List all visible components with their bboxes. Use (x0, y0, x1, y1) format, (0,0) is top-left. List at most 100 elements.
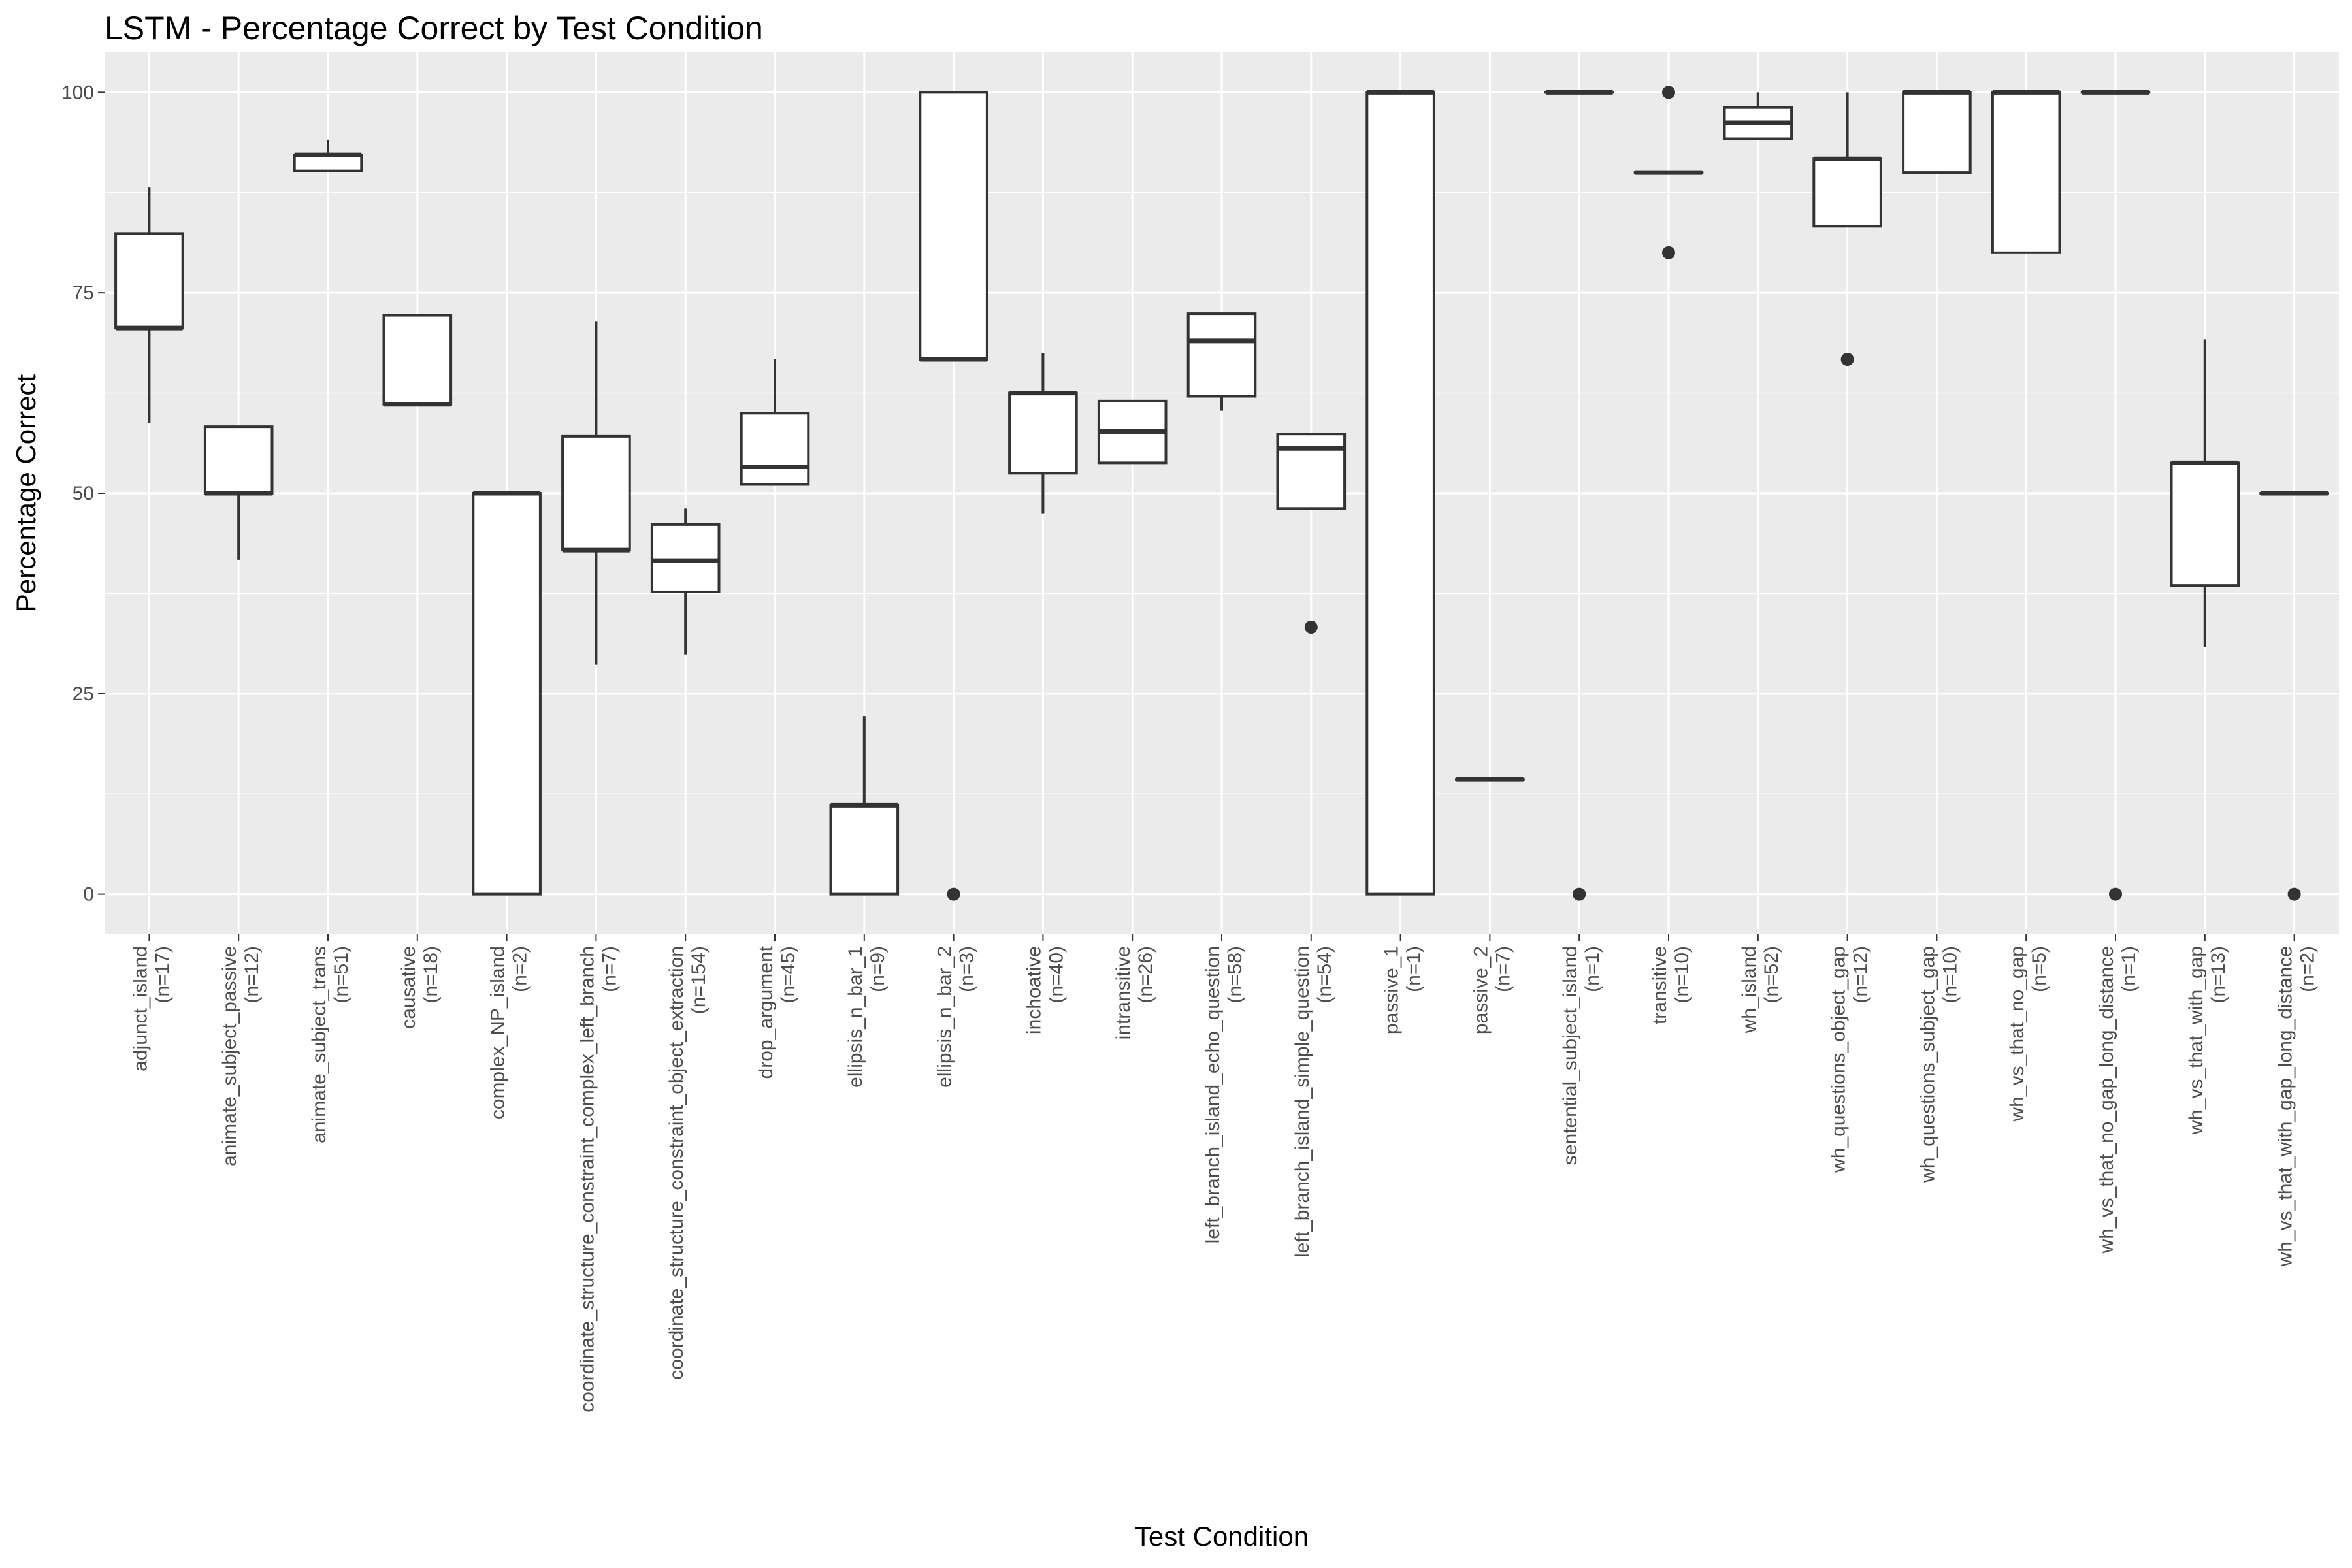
category-count: (n=10) (1671, 946, 1693, 1004)
category-count: (n=26) (1135, 946, 1156, 1004)
x-tick-label: wh_vs_that_no_gap_long_distance(n=1) (2096, 946, 2140, 1254)
box-group (1097, 399, 1168, 465)
outlier-point (2287, 887, 2301, 901)
category-name: transitive (1649, 946, 1671, 1024)
category-name: left_branch_island_simple_question (1292, 946, 1313, 1258)
box-group (1365, 90, 1435, 896)
x-tick-label: passive_2(n=7) (1470, 946, 1514, 1034)
box-group (1633, 86, 1704, 259)
box-group (561, 321, 631, 665)
category-name: sentential_subject_island (1560, 946, 1581, 1165)
category-count: (n=9) (867, 946, 889, 992)
category-count: (n=51) (331, 946, 352, 1004)
x-tick-label: inchoative(n=40) (1023, 946, 1067, 1034)
x-tick-label: animate_subject_trans(n=51) (308, 946, 352, 1143)
category-name: causative (398, 946, 419, 1029)
box-group (382, 314, 453, 407)
box-group (203, 425, 274, 560)
x-tick-label: passive_1(n=1) (1381, 946, 1425, 1034)
category-count: (n=154) (688, 946, 710, 1014)
box-group (114, 187, 184, 423)
box-group (829, 716, 900, 896)
x-tick-label: transitive(n=10) (1649, 946, 1693, 1024)
box-group (2080, 90, 2151, 901)
box (919, 91, 988, 361)
box (203, 425, 274, 495)
category-count: (n=10) (1939, 946, 1961, 1004)
x-tick-label: left_branch_island_simple_question(n=54) (1292, 946, 1335, 1258)
x-tick-label: wh_vs_that_with_gap(n=13) (2185, 946, 2229, 1135)
category-count: (n=18) (420, 946, 442, 1004)
x-tick-label: ellipsis_n_bar_1(n=9) (845, 946, 889, 1088)
outlier-point (947, 887, 960, 901)
x-tick-label: adjunct_island(n=17) (129, 946, 173, 1071)
box (2170, 461, 2240, 587)
y-tick-label: 50 (73, 483, 94, 504)
x-tick-label: sentential_subject_island(n=1) (1560, 946, 1603, 1165)
y-tick-label: 25 (73, 683, 94, 705)
category-count: (n=13) (2208, 946, 2229, 1004)
category-name: animate_subject_trans (308, 946, 330, 1143)
outlier-point (2109, 887, 2122, 901)
category-count: (n=7) (1492, 946, 1514, 992)
chart-title: LSTM - Percentage Correct by Test Condit… (105, 10, 763, 46)
y-axis-title: Percentage Correct (10, 374, 41, 613)
box-series (114, 86, 2329, 901)
x-tick-label: animate_subject_passive(n=12) (219, 946, 263, 1166)
x-tick-label: wh_questions_object_gap(n=12) (1828, 946, 1872, 1173)
box-group (472, 491, 542, 896)
box-group (650, 508, 721, 655)
category-count: (n=3) (956, 946, 978, 992)
category-count: (n=1) (2118, 946, 2140, 992)
category-count: (n=1) (1582, 946, 1603, 992)
box-group (1544, 90, 1614, 901)
category-name: wh_island (1739, 946, 1760, 1034)
category-name: intransitive (1113, 946, 1134, 1039)
box (650, 523, 721, 593)
x-tick-label: complex_NP_island(n=2) (487, 946, 531, 1119)
x-tick-label: wh_questions_subject_gap(n=10) (1917, 946, 1961, 1183)
y-tick-label: 0 (83, 884, 94, 906)
x-tick-label: coordinate_structure_constraint_object_e… (666, 946, 710, 1380)
box (740, 412, 810, 486)
category-count: (n=52) (1761, 946, 1782, 1004)
category-count: (n=2) (2297, 946, 2319, 992)
x-tick-label: wh_vs_that_with_gap_long_distance(n=2) (2275, 946, 2319, 1267)
y-axis-ticks: 0 25 50 75 100 (61, 82, 105, 906)
category-name: coordinate_structure_constraint_object_e… (666, 946, 687, 1380)
y-tick-label: 100 (61, 82, 94, 103)
box (1991, 91, 2061, 254)
x-tick-label: wh_island(n=52) (1739, 946, 1782, 1034)
outlier-point (1304, 620, 1318, 634)
category-name: passive_2 (1470, 946, 1492, 1034)
x-tick-label: wh_vs_that_no_gap(n=5) (2006, 946, 2050, 1122)
box-group (1276, 433, 1347, 634)
x-tick-label: drop_argument(n=45) (755, 945, 799, 1079)
category-name: wh_questions_subject_gap (1917, 946, 1938, 1183)
category-count: (n=58) (1224, 946, 1246, 1004)
box-group (1008, 353, 1078, 514)
outlier-point (1662, 86, 1675, 99)
category-name: drop_argument (755, 945, 777, 1079)
category-count: (n=12) (241, 946, 263, 1004)
category-count: (n=12) (1850, 946, 1872, 1004)
outlier-point (1662, 246, 1675, 259)
box (1902, 91, 1972, 174)
category-count: (n=40) (1045, 946, 1067, 1004)
category-name: wh_vs_that_no_gap_long_distance (2096, 946, 2117, 1254)
category-name: coordinate_structure_constraint_complex_… (576, 946, 598, 1413)
x-axis-ticks: adjunct_island(n=17) animate_subject_pass… (129, 934, 2319, 1413)
x-tick-label: intransitive(n=26) (1113, 946, 1156, 1039)
box (114, 232, 184, 330)
outlier-point (1573, 887, 1586, 901)
box (1186, 312, 1257, 398)
category-count: (n=45) (777, 946, 799, 1004)
x-axis-title: Test Condition (1135, 1521, 1309, 1552)
box (382, 314, 453, 406)
category-name: ellipsis_n_bar_1 (845, 946, 866, 1088)
category-name: wh_vs_that_with_gap_long_distance (2275, 946, 2296, 1267)
category-name: animate_subject_passive (219, 946, 240, 1166)
category-count: (n=7) (598, 946, 620, 992)
category-name: passive_1 (1381, 946, 1403, 1034)
outlier-point (1840, 353, 1854, 367)
